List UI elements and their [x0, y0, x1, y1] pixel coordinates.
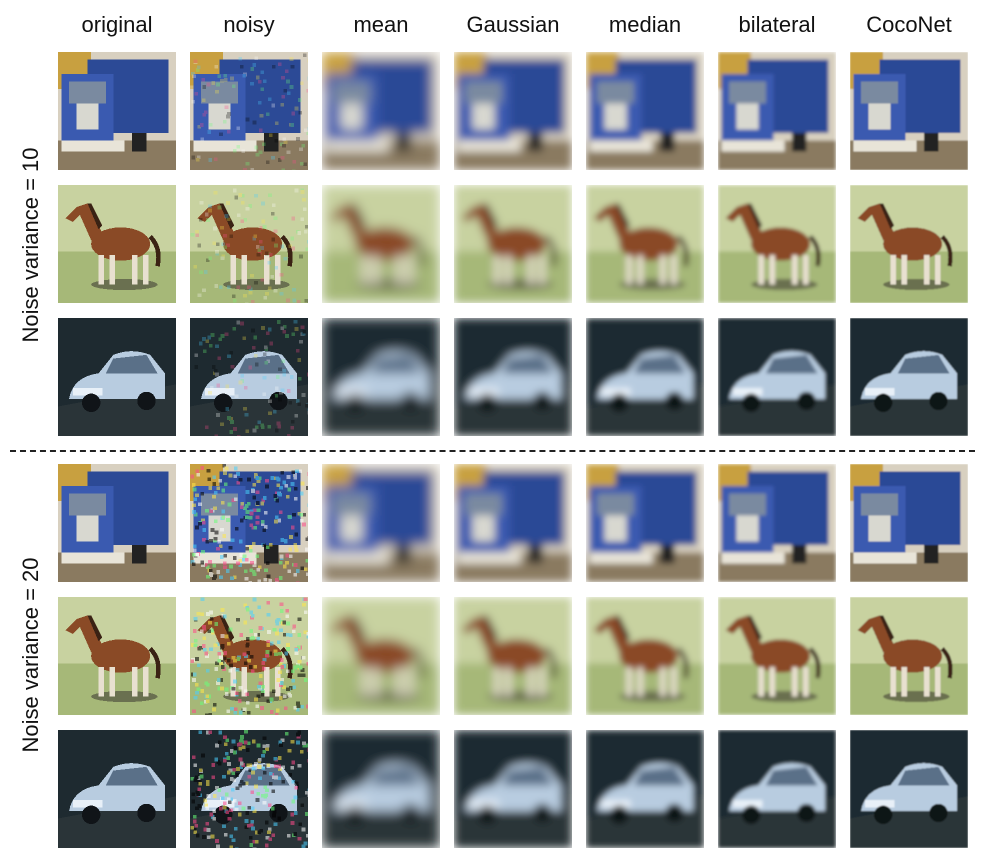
tile-horse-original-group1: [58, 185, 176, 303]
tile-car-original-group2: [58, 730, 176, 848]
tile-horse-gaussian-group1: [454, 185, 572, 303]
column-header-bilateral: bilateral: [738, 12, 816, 37]
tile-horse-coconet-group1: [850, 185, 968, 303]
tile-truck-median-group1: [586, 52, 704, 170]
tile-car-gaussian-group2: [454, 730, 572, 848]
tile-car-mean-group1: [322, 318, 440, 436]
column-header-gaussian: Gaussian: [466, 12, 560, 37]
column-header-mean: mean: [353, 12, 409, 37]
tile-car-coconet-group1: [850, 318, 968, 436]
group-label-variance-20: Noise variance = 20: [18, 557, 43, 753]
tile-car-bilateral-group2: [718, 730, 836, 848]
tile-truck-original-group1: [58, 52, 176, 170]
tile-truck-bilateral-group1: [718, 52, 836, 170]
tile-horse-coconet-group2: [850, 597, 968, 715]
tile-truck-gaussian-group1: [454, 52, 572, 170]
tile-car-noisy-group2: [190, 730, 308, 848]
tile-truck-bilateral-group2: [718, 464, 836, 582]
tile-car-noisy-group1: [190, 318, 308, 436]
tile-horse-original-group2: [58, 597, 176, 715]
tile-horse-median-group1: [586, 185, 704, 303]
tile-horse-bilateral-group1: [718, 185, 836, 303]
tile-horse-median-group2: [586, 597, 704, 715]
column-header-coconet: CocoNet: [866, 12, 952, 37]
tile-truck-mean-group1: [322, 52, 440, 170]
tile-horse-noisy-group2: [190, 597, 308, 715]
tile-car-coconet-group2: [850, 730, 968, 848]
tile-car-median-group2: [586, 730, 704, 848]
tile-horse-mean-group1: [322, 185, 440, 303]
column-header-original: original: [81, 12, 153, 37]
tile-car-bilateral-group1: [718, 318, 836, 436]
tile-truck-mean-group2: [322, 464, 440, 582]
tile-car-original-group1: [58, 318, 176, 436]
tile-horse-mean-group2: [322, 597, 440, 715]
tile-horse-gaussian-group2: [454, 597, 572, 715]
tile-truck-original-group2: [58, 464, 176, 582]
tile-truck-gaussian-group2: [454, 464, 572, 582]
tile-horse-noisy-group1: [190, 185, 308, 303]
tile-car-mean-group2: [322, 730, 440, 848]
group-label-variance-10: Noise variance = 10: [18, 147, 43, 343]
tile-truck-coconet-group2: [850, 464, 968, 582]
tile-truck-noisy-group2: [190, 464, 308, 582]
tile-truck-coconet-group1: [850, 52, 968, 170]
column-header-noisy: noisy: [223, 12, 275, 37]
tile-car-gaussian-group1: [454, 318, 572, 436]
tile-horse-bilateral-group2: [718, 597, 836, 715]
group-separator: [10, 450, 975, 452]
tile-truck-median-group2: [586, 464, 704, 582]
tile-car-median-group1: [586, 318, 704, 436]
column-header-median: median: [608, 12, 682, 37]
tile-truck-noisy-group1: [190, 52, 308, 170]
